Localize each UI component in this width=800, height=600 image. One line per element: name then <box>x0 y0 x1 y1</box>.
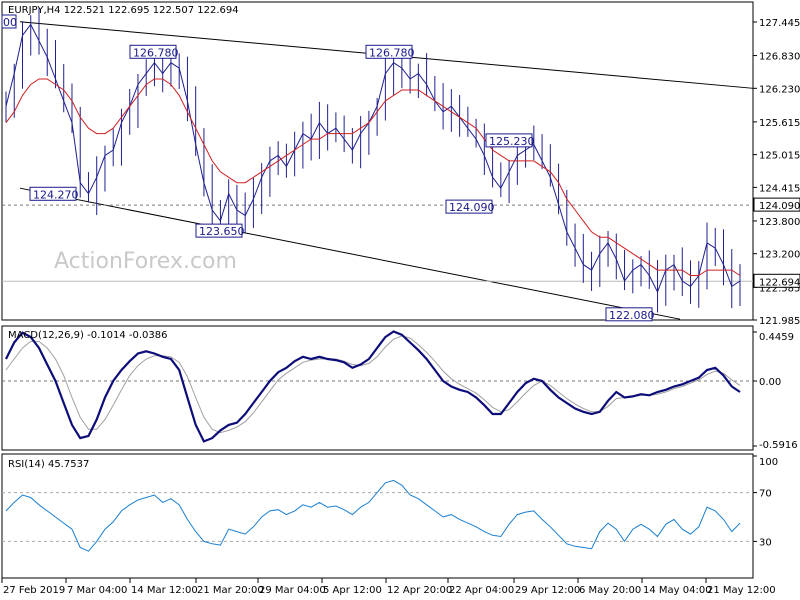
symbol-header: EURJPY,H4 122.521 122.695 122.507 122.69… <box>8 5 239 16</box>
price-close-line <box>5 23 741 294</box>
price-label: 126.780 <box>369 46 415 59</box>
x-tick-label: 29 Mar 04:00 <box>259 585 326 596</box>
x-tick-label: 14 Mar 12:00 <box>131 585 198 596</box>
price-y-tick-label: 125.615 <box>759 118 800 129</box>
macd-y-tick-label: -0.5916 <box>759 440 798 451</box>
current-price-tag <box>753 273 800 288</box>
price-label-box <box>445 199 493 214</box>
rsi-y-tick-label: 70 <box>759 489 772 500</box>
price-label: 123.650 <box>199 225 245 238</box>
moving-average-line <box>5 78 741 276</box>
price-y-tick-label: 123.800 <box>759 217 800 228</box>
price-panel-frame <box>1 1 754 321</box>
rsi-y-tick-label: 30 <box>759 537 772 548</box>
x-tick-label: 5 Apr 12:00 <box>323 585 382 596</box>
price-label-box <box>129 44 177 59</box>
price-y-tick-label: 127.445 <box>759 18 800 29</box>
price-y-tick-label: 126.230 <box>759 84 800 95</box>
price-label-box <box>195 223 243 238</box>
rsi-y-tick-label: 100 <box>759 457 778 468</box>
macd-y-tick-label: 0.4459 <box>759 332 794 343</box>
macd-y-tick-label: 0.00 <box>759 377 781 388</box>
rsi-line <box>5 479 741 552</box>
lower-channel-line <box>19 187 681 320</box>
x-tick-label: 21 May 12:00 <box>707 585 776 596</box>
price-label: 124.090 <box>449 201 495 214</box>
watermark: ActionForex.com <box>54 249 237 274</box>
x-tick-label: 21 Mar 20:00 <box>197 585 264 596</box>
price-label: 126.780 <box>133 46 179 59</box>
corner-label-box <box>1 14 17 29</box>
price-label-box <box>485 133 533 148</box>
price-y-tick-label: 126.830 <box>759 52 800 63</box>
price-label-box <box>365 44 413 59</box>
price-label-box <box>29 186 77 201</box>
price-label: 122.080 <box>609 309 655 322</box>
price-y-tick-label: 121.985 <box>759 316 800 327</box>
x-tick-label: 12 Apr 20:00 <box>387 585 452 596</box>
price-label: 124.270 <box>33 188 79 201</box>
macd-title: MACD(12,26,9) -0.1014 -0.0386 <box>8 330 168 341</box>
support-price-tag <box>753 197 800 212</box>
macd-layer <box>2 330 753 443</box>
support-price-label: 124.090 <box>759 201 800 212</box>
axis-layer: 127.445 126.830 126.230 125.615 125.015 124.4… <box>1 18 800 596</box>
x-tick-label: 7 Mar 04:00 <box>67 585 127 596</box>
price-y-tick-label: 124.415 <box>759 183 800 194</box>
current-price-label: 122.694 <box>759 277 800 288</box>
price-y-tick-label: 125.015 <box>759 151 800 162</box>
x-tick-label: 29 Apr 12:00 <box>515 585 580 596</box>
x-tick-label: 22 Apr 04:00 <box>449 585 514 596</box>
rsi-title: RSI(14) 45.7537 <box>8 459 89 470</box>
macd-signal-line <box>5 335 741 434</box>
x-tick-label: 6 May 20:00 <box>579 585 641 596</box>
x-tick-label: 27 Feb 2019 <box>3 585 65 596</box>
x-tick-label: 14 May 04:00 <box>643 585 712 596</box>
price-layer: 126.780 126.780 124.270 123.650 125.230 124.0… <box>2 8 754 322</box>
rsi-panel-frame <box>1 453 754 579</box>
macd-panel-frame <box>1 325 754 451</box>
price-y-tick-label: 123.200 <box>759 250 800 261</box>
macd-main-line <box>5 330 741 443</box>
rsi-layer <box>2 479 753 552</box>
price-label: 125.230 <box>489 135 535 148</box>
price-label-box <box>605 307 653 322</box>
corner-label: 00 <box>3 16 17 29</box>
price-y-tick-label: 122.585 <box>759 283 800 294</box>
